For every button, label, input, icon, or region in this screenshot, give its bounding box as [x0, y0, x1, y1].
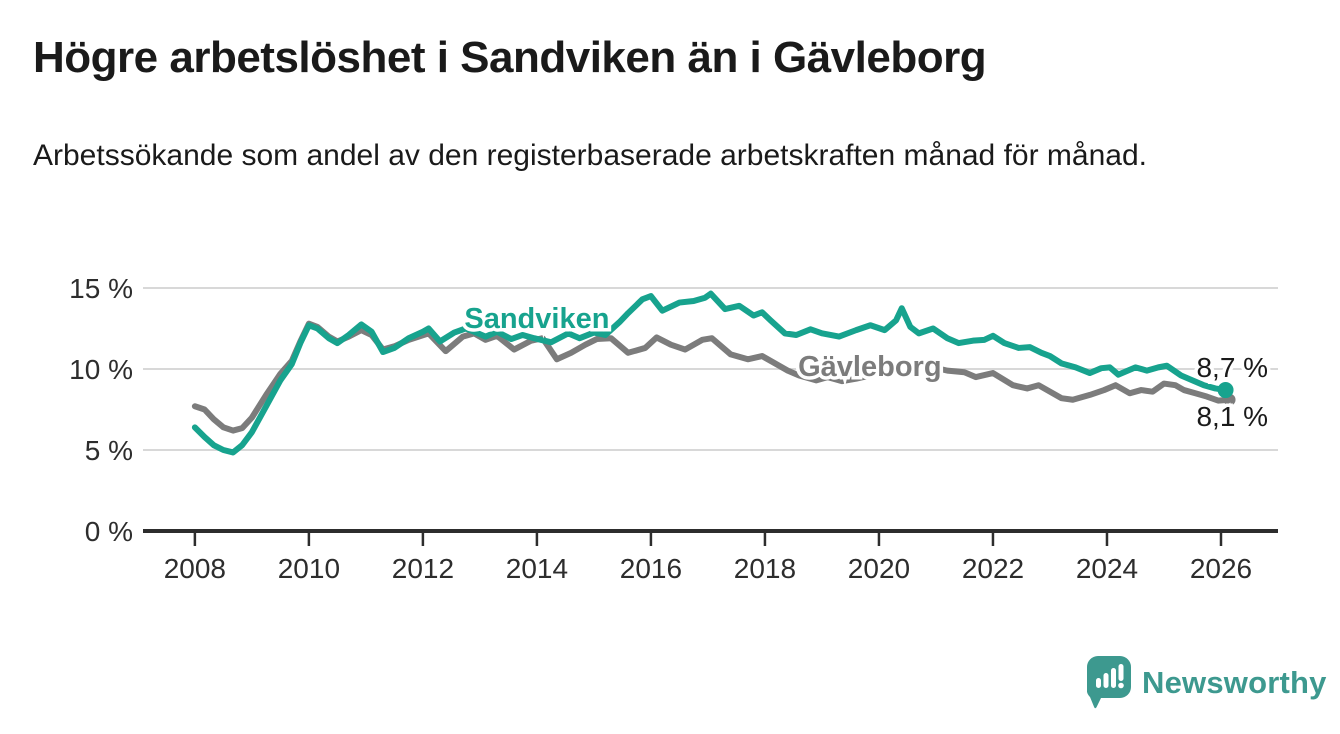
- series-line-gävleborg: [191, 320, 1233, 434]
- x-tick-label-2022: 2022: [962, 553, 1024, 584]
- y-tick-label-10: 10 %: [69, 354, 133, 385]
- logo-bubble-shape: [1087, 656, 1131, 709]
- x-tick-label-2020: 2020: [848, 553, 910, 584]
- series-label-gävleborg: Gävleborg: [798, 351, 941, 383]
- chart-title: Högre arbetslöshet i Sandviken än i Gävl…: [33, 33, 987, 82]
- series-end-dot-sandviken: [1217, 382, 1234, 399]
- x-tick-label-2018: 2018: [734, 553, 796, 584]
- x-tick-label-2026: 2026: [1190, 553, 1252, 584]
- newsworthy-logo-icon: [1087, 656, 1131, 709]
- logo-bar-2: [1103, 673, 1109, 688]
- logo-exclamation-dot: [1118, 682, 1124, 689]
- y-tick-label-15: 15 %: [69, 273, 133, 304]
- series-line-sandviken: [191, 290, 1229, 456]
- newsworthy-logo: Newsworthy: [1087, 656, 1327, 709]
- x-tick-label-2016: 2016: [620, 553, 682, 584]
- x-tick-label-2014: 2014: [506, 553, 568, 584]
- annotation-end-value-1: 8,1 %: [1196, 401, 1268, 432]
- logo-bar-1: [1096, 678, 1101, 688]
- y-tick-label-5: 5 %: [85, 435, 133, 466]
- y-tick-label-0: 0 %: [85, 516, 133, 547]
- x-tick-label-2012: 2012: [392, 553, 454, 584]
- annotation-end-value-0: 8,7 %: [1196, 352, 1268, 383]
- logo-exclamation-bar: [1118, 664, 1124, 681]
- x-tick-label-2008: 2008: [164, 553, 226, 584]
- newsworthy-logo-text: Newsworthy: [1142, 664, 1327, 700]
- series-label-sandviken: Sandviken: [464, 303, 609, 335]
- x-tick-label-2010: 2010: [278, 553, 340, 584]
- chart-subtitle: Arbetssökande som andel av den registerb…: [33, 139, 1147, 172]
- logo-bar-3: [1111, 668, 1116, 688]
- x-tick-label-2024: 2024: [1076, 553, 1138, 584]
